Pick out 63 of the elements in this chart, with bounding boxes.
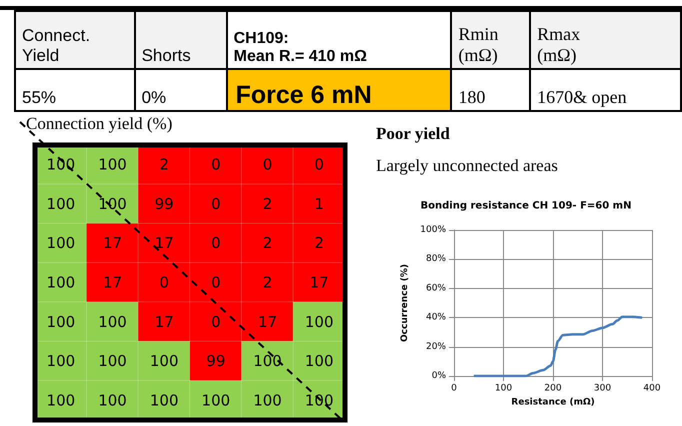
data-label: 100 xyxy=(46,352,76,370)
y-tick-label: 100% xyxy=(420,225,446,235)
category-label: Shorts xyxy=(134,11,227,69)
x-tick-label: 300 xyxy=(594,384,612,394)
data-label: 99 xyxy=(206,352,226,370)
category-label: Rmax (mΩ) xyxy=(530,11,681,69)
data-label: 17 xyxy=(154,234,174,252)
line-series xyxy=(472,316,644,378)
data-label: 100 xyxy=(98,194,127,213)
x-tick-label: 0 xyxy=(451,384,458,394)
category-label: Connect. Yield xyxy=(15,11,135,69)
data-label: 100 xyxy=(304,352,334,370)
data-label: 100 xyxy=(98,312,127,331)
x-tick-label: 100 xyxy=(494,384,512,394)
data-label: 100 xyxy=(46,274,76,292)
x-tick-label: 400 xyxy=(643,384,661,394)
data-label: 100 xyxy=(46,312,76,331)
data-label: 2 xyxy=(262,274,272,292)
x-axis-title: Resistance (mΩ) xyxy=(511,398,595,408)
data-label: 2 xyxy=(314,234,324,252)
data-label: 100 xyxy=(304,312,334,331)
data-label: 2 xyxy=(262,194,272,213)
data-label: 0 xyxy=(159,274,169,292)
text: Force 6 mN xyxy=(226,69,452,111)
chart-title: Connection yield (%) xyxy=(26,114,172,134)
y-tick-label: 80% xyxy=(426,254,446,264)
data-label: 0 xyxy=(211,156,221,174)
data-label: 0 xyxy=(314,156,324,174)
x-tick-label: 200 xyxy=(544,384,562,394)
text: 55% xyxy=(15,69,135,111)
data-label: 17 xyxy=(102,274,122,292)
data-label: 0 xyxy=(211,274,221,292)
y-tick-label: 60% xyxy=(426,283,446,294)
text: 1670& open xyxy=(530,69,681,111)
data-label: 100 xyxy=(46,234,76,252)
data-label: 0 xyxy=(211,312,221,331)
data-label: 17 xyxy=(310,274,329,292)
category-label: CH109: Mean R.= 410 mΩ xyxy=(226,11,452,69)
chart-title: Bonding resistance CH 109- F=60 mN xyxy=(420,200,632,212)
data-label: 0 xyxy=(211,234,221,252)
data-label: 99 xyxy=(154,194,174,213)
text: 0% xyxy=(134,69,227,111)
data-label: 0 xyxy=(211,194,221,213)
data-label: 17 xyxy=(258,312,278,331)
data-label: 100 xyxy=(98,156,127,174)
data-label: 100 xyxy=(253,352,282,370)
data-label: 100 xyxy=(150,352,178,370)
text: 180 xyxy=(451,69,530,111)
data-label: 2 xyxy=(159,156,169,174)
y-tick-label: 0% xyxy=(432,371,446,381)
category-label: Rmin (mΩ) xyxy=(451,11,530,69)
data-label: 2 xyxy=(262,234,272,252)
data-label: 17 xyxy=(154,312,174,331)
y-axis-title: Occurrence (%) xyxy=(400,264,410,342)
y-tick-label: 20% xyxy=(426,342,446,352)
y-tick-label: 40% xyxy=(426,312,446,323)
data-label: 100 xyxy=(46,194,76,213)
text: Largely unconnected areas xyxy=(376,156,559,176)
data-label: 100 xyxy=(98,352,127,370)
data-label: 1 xyxy=(314,194,324,213)
data-label: 0 xyxy=(262,156,272,174)
data-label: 17 xyxy=(102,234,122,252)
text: Poor yield xyxy=(376,124,451,144)
